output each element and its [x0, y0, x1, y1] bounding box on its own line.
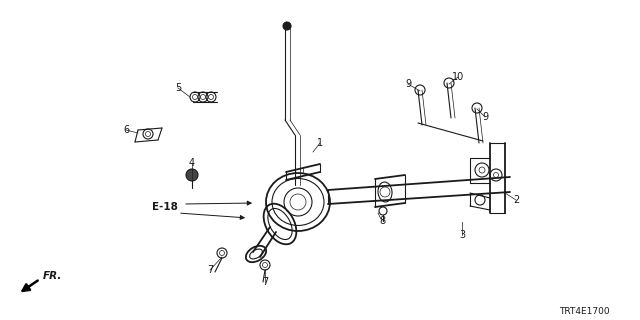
Text: 2: 2 [513, 195, 519, 205]
Text: 7: 7 [207, 265, 213, 275]
Text: 1: 1 [317, 138, 323, 148]
Circle shape [283, 22, 291, 30]
Text: FR.: FR. [42, 271, 61, 281]
Circle shape [186, 169, 198, 181]
Text: 4: 4 [189, 158, 195, 168]
Text: TRT4E1700: TRT4E1700 [559, 307, 610, 316]
Text: 6: 6 [123, 125, 129, 135]
Text: 7: 7 [262, 277, 268, 287]
Text: 9: 9 [482, 112, 488, 122]
Text: 5: 5 [175, 83, 181, 93]
Text: 9: 9 [405, 79, 411, 89]
Text: 8: 8 [379, 216, 385, 226]
Text: 10: 10 [452, 72, 464, 82]
Text: E-18: E-18 [152, 202, 178, 212]
Text: 3: 3 [459, 230, 465, 240]
